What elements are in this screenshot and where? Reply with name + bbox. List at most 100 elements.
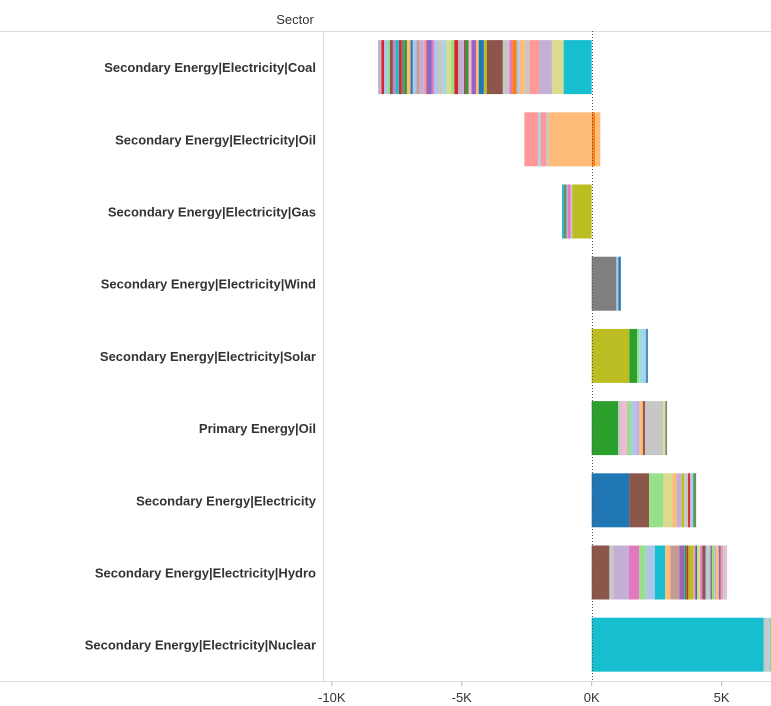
bar-segment[interactable]: [516, 40, 520, 95]
bar-segment[interactable]: [670, 545, 680, 600]
bar-segment[interactable]: [562, 184, 564, 239]
bar-segment[interactable]: [595, 112, 601, 167]
bar-segment[interactable]: [629, 473, 650, 528]
bar-segment[interactable]: [618, 256, 621, 311]
bar-segment[interactable]: [639, 401, 643, 456]
bar-segment[interactable]: [679, 545, 685, 600]
bar-segment[interactable]: [688, 473, 691, 528]
bar-segment[interactable]: [454, 40, 459, 95]
bar-segment[interactable]: [468, 40, 472, 95]
bar-segment[interactable]: [387, 40, 390, 95]
bar-segment[interactable]: [564, 184, 567, 239]
bar-segment[interactable]: [443, 40, 447, 95]
bar-segment[interactable]: [398, 40, 402, 95]
bar-segment[interactable]: [665, 401, 668, 456]
bar-segment[interactable]: [438, 40, 444, 95]
bar-segment[interactable]: [463, 40, 466, 95]
bar-segment[interactable]: [591, 545, 610, 600]
bar-segment[interactable]: [568, 184, 571, 239]
bar-segment[interactable]: [763, 617, 768, 672]
bar-segment[interactable]: [538, 112, 540, 167]
bar-segment[interactable]: [767, 617, 771, 672]
bar-segment[interactable]: [570, 184, 573, 239]
bar-segment[interactable]: [591, 473, 630, 528]
bar-segment[interactable]: [707, 545, 711, 600]
bar-segment[interactable]: [723, 545, 726, 600]
bar-segment[interactable]: [695, 545, 698, 600]
bar-segment[interactable]: [613, 545, 629, 600]
bar-segment[interactable]: [609, 545, 614, 600]
bar-segment[interactable]: [451, 40, 455, 95]
bar-segment[interactable]: [672, 473, 677, 528]
bar-segment[interactable]: [693, 545, 696, 600]
bar-segment[interactable]: [538, 40, 552, 95]
bar-segment[interactable]: [465, 40, 469, 95]
bar-segment[interactable]: [618, 401, 622, 456]
bar-segment[interactable]: [702, 545, 706, 600]
bar-segment[interactable]: [720, 545, 724, 600]
bar-segment[interactable]: [642, 401, 645, 456]
bar-segment[interactable]: [524, 112, 539, 167]
bar-segment[interactable]: [410, 40, 413, 95]
bar-segment[interactable]: [591, 328, 630, 383]
bar-segment[interactable]: [519, 40, 525, 95]
bar-segment[interactable]: [644, 401, 664, 456]
bar-segment[interactable]: [401, 40, 405, 95]
bar-segment[interactable]: [406, 40, 411, 95]
bar-segment[interactable]: [637, 328, 640, 383]
bar-segment[interactable]: [486, 40, 503, 95]
bar-segment[interactable]: [509, 40, 513, 95]
bar-segment[interactable]: [476, 40, 479, 95]
bar-segment[interactable]: [416, 40, 420, 95]
bar-segment[interactable]: [433, 40, 439, 95]
bar-segment[interactable]: [718, 545, 721, 600]
bar-segment[interactable]: [458, 40, 464, 95]
bar-segment[interactable]: [714, 545, 717, 600]
bar-segment[interactable]: [483, 40, 487, 95]
bar-segment[interactable]: [524, 40, 530, 95]
bar-segment[interactable]: [630, 401, 637, 456]
bar-segment[interactable]: [471, 40, 477, 95]
bar-segment[interactable]: [694, 473, 697, 528]
bar-segment[interactable]: [654, 545, 666, 600]
bar-segment[interactable]: [628, 545, 640, 600]
bar-segment[interactable]: [646, 328, 648, 383]
bar-segment[interactable]: [629, 328, 638, 383]
bar-segment[interactable]: [649, 473, 664, 528]
bar-segment[interactable]: [563, 40, 592, 95]
bar-segment[interactable]: [697, 545, 701, 600]
bar-segment[interactable]: [392, 40, 396, 95]
bar-segment[interactable]: [621, 401, 628, 456]
bar-segment[interactable]: [566, 184, 569, 239]
bar-segment[interactable]: [644, 328, 647, 383]
bar-segment[interactable]: [665, 545, 671, 600]
bar-segment[interactable]: [639, 328, 645, 383]
bar-segment[interactable]: [663, 401, 666, 456]
bar-segment[interactable]: [684, 545, 687, 600]
bar-segment[interactable]: [446, 40, 452, 95]
bar-segment[interactable]: [627, 401, 631, 456]
bar-segment[interactable]: [636, 401, 640, 456]
bar-segment[interactable]: [539, 112, 542, 167]
bar-segment[interactable]: [663, 473, 673, 528]
bar-segment[interactable]: [676, 473, 682, 528]
bar-segment[interactable]: [591, 256, 617, 311]
bar-segment[interactable]: [395, 40, 399, 95]
bar-segment[interactable]: [716, 545, 719, 600]
bar-segment[interactable]: [404, 40, 407, 95]
bar-segment[interactable]: [725, 545, 728, 600]
bar-segment[interactable]: [423, 40, 427, 95]
bar-segment[interactable]: [591, 617, 764, 672]
bar-segment[interactable]: [378, 40, 382, 95]
bar-segment[interactable]: [551, 40, 564, 95]
bar-segment[interactable]: [389, 40, 393, 95]
bar-segment[interactable]: [426, 40, 432, 95]
bar-segment[interactable]: [712, 545, 715, 600]
bar-segment[interactable]: [686, 545, 689, 600]
bar-segment[interactable]: [572, 184, 592, 239]
bar-segment[interactable]: [684, 473, 689, 528]
bar-segment[interactable]: [431, 40, 434, 95]
bar-segment[interactable]: [541, 112, 547, 167]
bar-segment[interactable]: [700, 545, 703, 600]
bar-segment[interactable]: [512, 40, 517, 95]
